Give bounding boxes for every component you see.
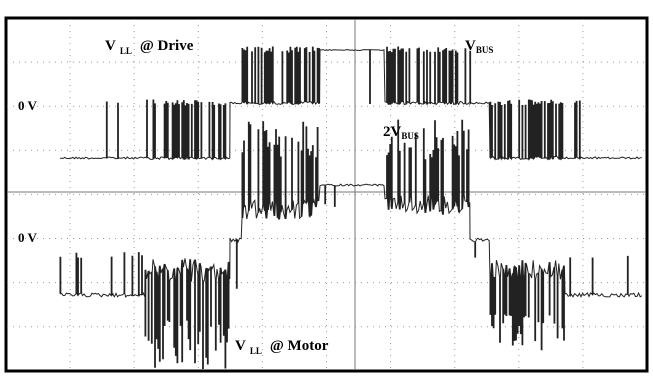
label-sub: LL: [250, 346, 262, 356]
label-sub: BUS: [476, 45, 494, 55]
page: VLL@ Drive VBUS 0 V 2VBUS 0 V VLL@ Motor…: [0, 0, 653, 374]
label-main: 2V: [383, 124, 402, 140]
label-main: V: [235, 338, 246, 354]
label-main: V: [105, 38, 116, 54]
label-main: V: [465, 38, 476, 54]
label-rest: @ Motor: [270, 338, 329, 354]
label-sub: BUS: [401, 131, 419, 141]
screen-border: [6, 18, 647, 371]
zero-label-top: 0 V: [18, 98, 38, 113]
label-rest: @ Drive: [140, 38, 194, 54]
zero-label-bottom: 0 V: [18, 230, 38, 245]
label-sub: LL: [120, 46, 132, 56]
oscilloscope-screen: VLL@ Drive VBUS 0 V 2VBUS 0 V VLL@ Motor: [0, 0, 653, 374]
